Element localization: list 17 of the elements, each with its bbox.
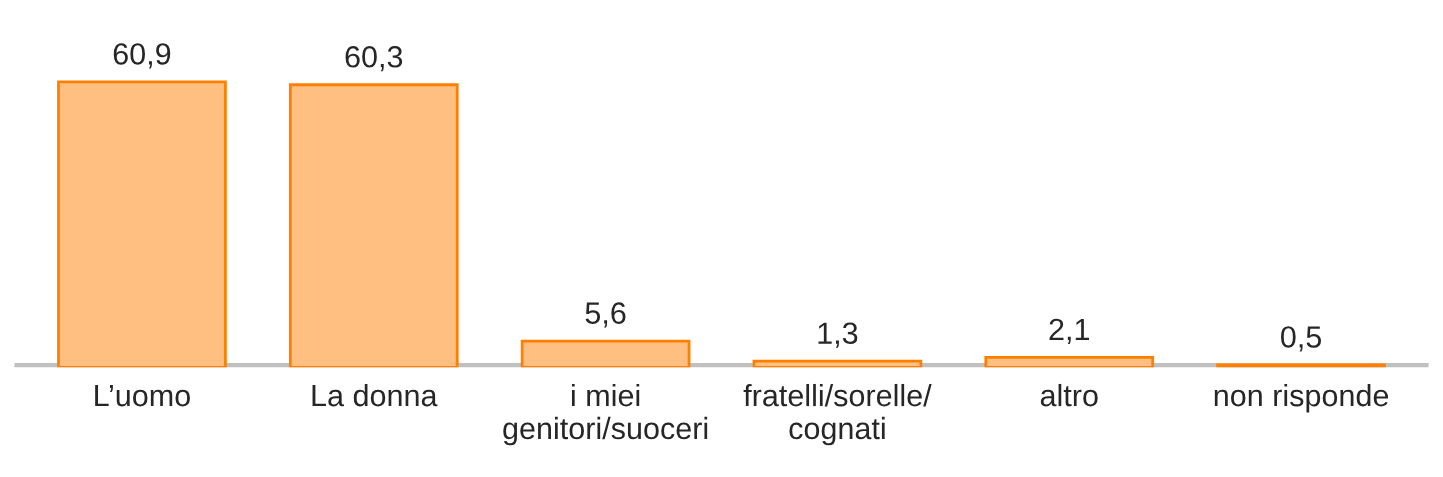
x-tick-label: non risponde	[1214, 383, 1389, 413]
x-tick-label: L’uomo	[95, 385, 190, 407]
x-tick-label: fratelli/sorelle/ cognati	[743, 383, 932, 446]
x-tick-label: altro	[1040, 383, 1098, 407]
bar	[984, 356, 1155, 368]
x-tick-label: i miei genitori/suoceri	[503, 383, 708, 446]
data-label: 5,6	[585, 302, 626, 328]
bar	[520, 339, 691, 368]
data-label: 60,9	[113, 43, 171, 69]
data-label: 0,5	[1281, 326, 1322, 352]
data-label: 2,1	[1049, 318, 1089, 344]
data-label: 1,3	[818, 322, 858, 348]
data-label: 60,3	[345, 45, 403, 72]
bar	[752, 359, 923, 368]
x-tick-label: La donna	[312, 383, 438, 407]
bar	[57, 80, 227, 368]
bar	[288, 83, 459, 368]
